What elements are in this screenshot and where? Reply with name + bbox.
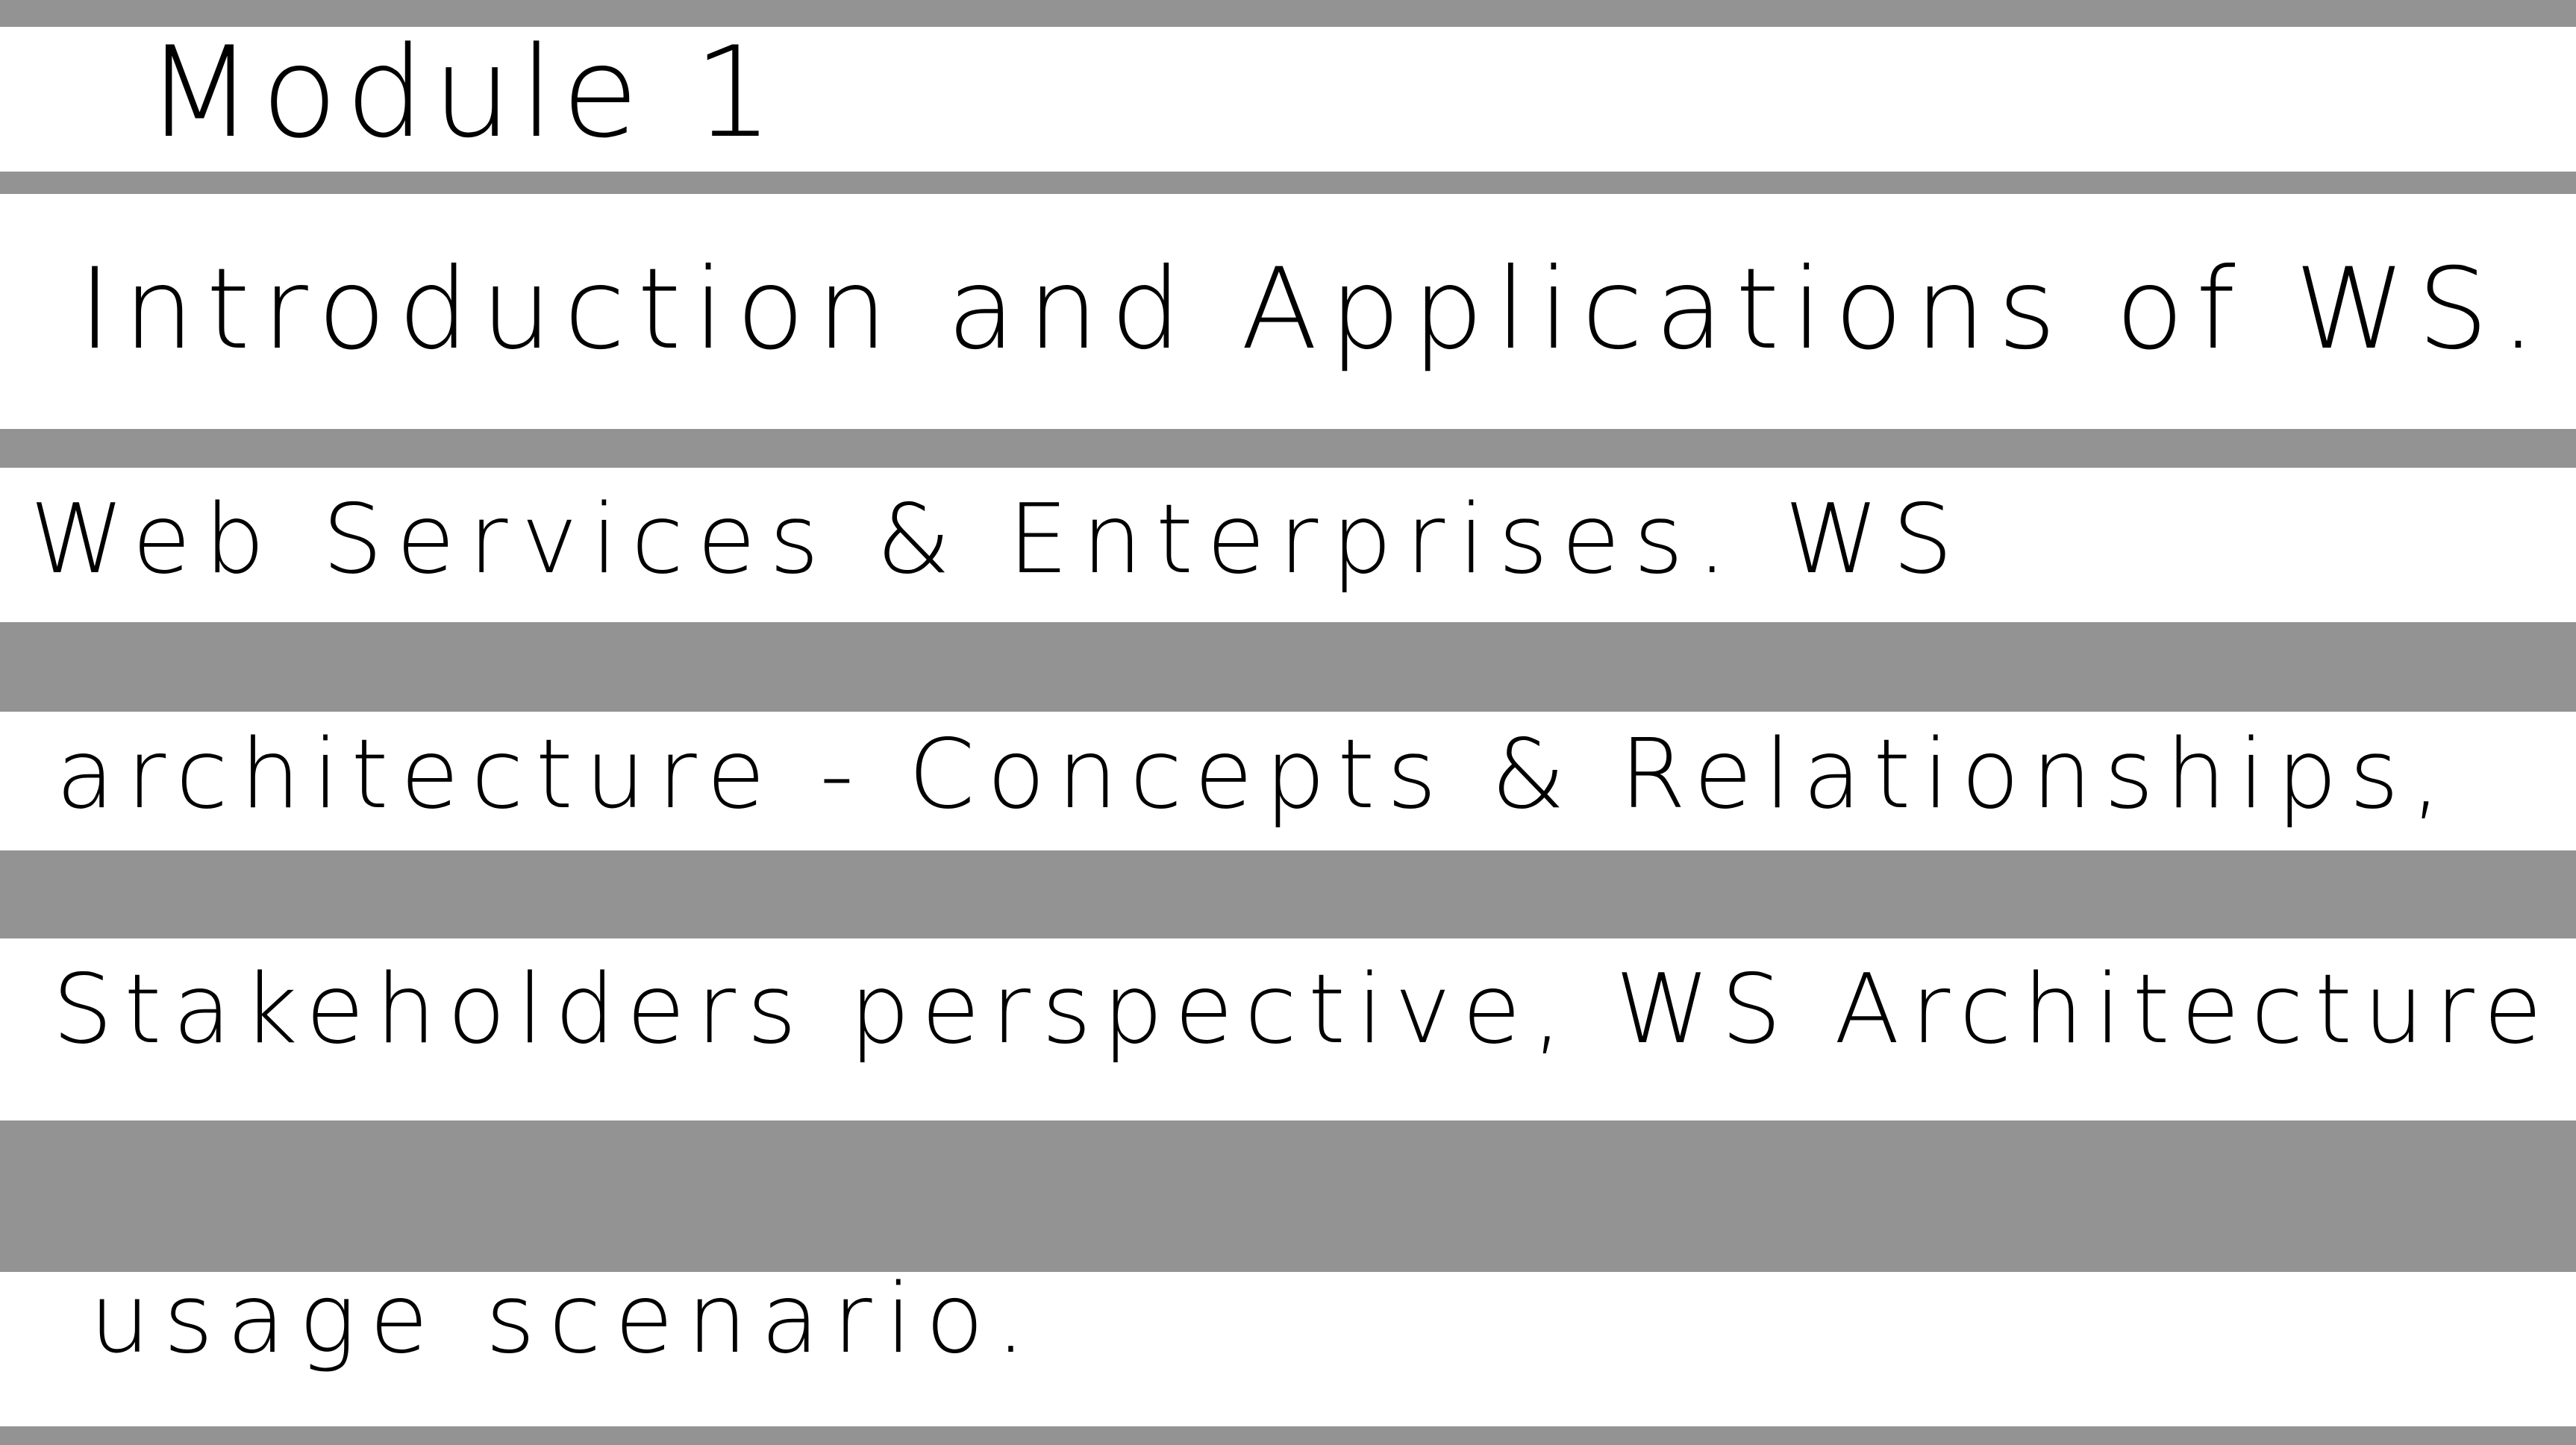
notes-line: architecture - Concepts & Relationships,	[56, 719, 2454, 830]
ruled-band	[0, 0, 2576, 27]
ruled-band	[0, 1120, 2576, 1272]
ruled-band	[0, 429, 2576, 468]
notes-line: Stakeholders perspective, WS Architectur…	[52, 954, 2554, 1065]
notes-title: Module 1	[146, 19, 781, 166]
notes-line: Web Services & Enterprises. WS	[30, 484, 1966, 595]
ruled-band	[0, 1426, 2576, 1445]
ruled-band	[0, 622, 2576, 712]
notes-line: Introduction and Applications of WS.	[78, 245, 2548, 374]
ruled-band	[0, 172, 2576, 194]
notes-line: usage scenario.	[90, 1264, 1040, 1375]
ruled-band	[0, 850, 2576, 938]
